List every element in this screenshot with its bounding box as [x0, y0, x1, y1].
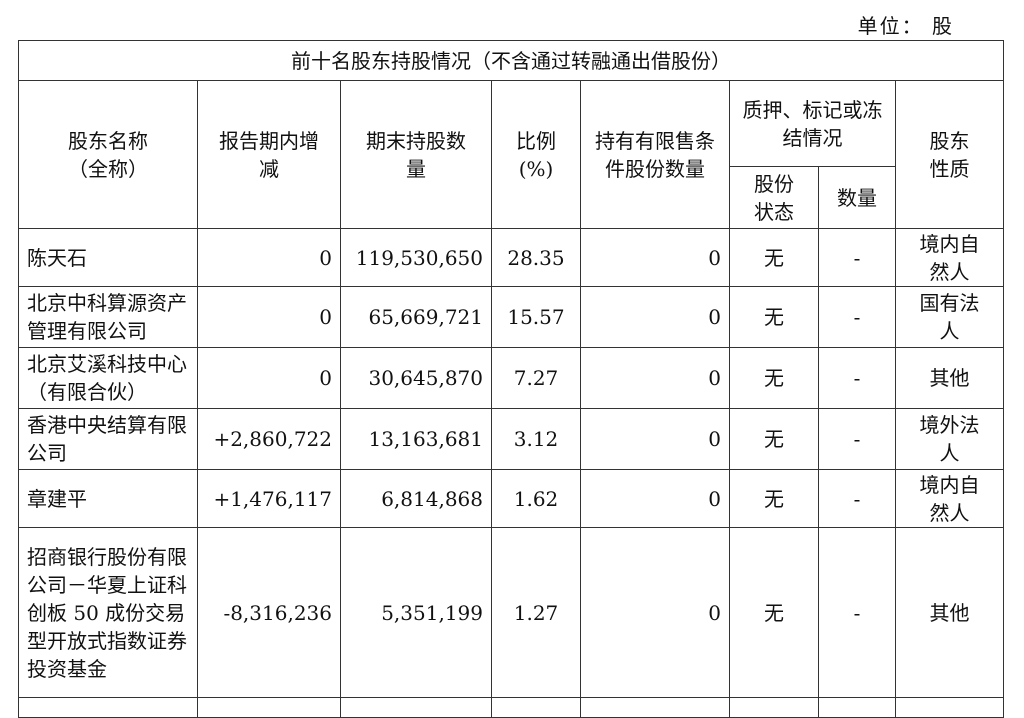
header-name: 股东名称（全称）	[18, 80, 198, 229]
header-pledge: 质押、标记或冻结情况	[729, 80, 896, 167]
cell-restricted: 0	[580, 469, 730, 528]
cell-restricted: 0	[580, 347, 730, 409]
cell-name: 北京中科算源资产管理有限公司	[18, 286, 198, 348]
cell-pledge-qty: -	[818, 286, 896, 348]
cell-pledge-status: 无	[729, 286, 819, 348]
cell-pledge-status: 无	[729, 408, 819, 470]
cell-change: +2,860,722	[197, 408, 341, 470]
header-pledge-status: 股份状态	[729, 166, 819, 229]
cell-restricted: 0	[580, 527, 730, 698]
cell-nature: 境外法人	[895, 408, 1004, 470]
cell-name: 招商银行股份有限公司－华夏上证科创板 50 成份交易型开放式指数证券投资基金	[18, 527, 198, 698]
shareholders-table: 前十名股东持股情况（不含通过转融通出借股份） 股东名称（全称） 报告期内增减 期…	[18, 40, 1004, 718]
cell-pledge-status: 无	[729, 527, 819, 698]
cell-pledge-status: 无	[729, 228, 819, 287]
cell-ratio: 28.35	[491, 228, 581, 287]
cell-pledge-qty: -	[818, 408, 896, 470]
cell-ratio: 7.27	[491, 347, 581, 409]
cell-restricted: 0	[580, 286, 730, 348]
cell-ratio: 15.57	[491, 286, 581, 348]
cell-change: +1,476,117	[197, 469, 341, 528]
cell-shares: 119,530,650	[340, 228, 492, 287]
cell-name: 香港中央结算有限公司	[18, 408, 198, 470]
cell-shares: 5,351,199	[340, 527, 492, 698]
header-pledge-qty: 数量	[818, 166, 896, 229]
cell-shares: 30,645,870	[340, 347, 492, 409]
cell-ratio: 1.27	[491, 527, 581, 698]
cell-name: 陈天石	[18, 228, 198, 287]
table-row: 陈天石 0 119,530,650 28.35 0 无 - 境内自然人	[18, 228, 1004, 287]
cell-name: 北京艾溪科技中心（有限合伙）	[18, 347, 198, 409]
cell-shares: 65,669,721	[340, 286, 492, 348]
header-change: 报告期内增减	[197, 80, 341, 229]
unit-label: 单位： 股	[857, 14, 954, 38]
cell-restricted: 0	[580, 408, 730, 470]
cell-shares: 13,163,681	[340, 408, 492, 470]
cell-change: 0	[197, 347, 341, 409]
cell-nature: 国有法人	[895, 286, 1004, 348]
cell-pledge-qty: -	[818, 347, 896, 409]
cell-pledge-qty: -	[818, 228, 896, 287]
cell-ratio: 3.12	[491, 408, 581, 470]
cell-change: 0	[197, 228, 341, 287]
table-row: 香港中央结算有限公司 +2,860,722 13,163,681 3.12 0 无 - 境外法…	[18, 408, 1004, 470]
cell-pledge-status: 无	[729, 469, 819, 528]
cell-shares: 6,814,868	[340, 469, 492, 528]
table-row: 招商银行股份有限公司－华夏上证科创板 50 成份交易型开放式指数证券投资基金 -8…	[18, 527, 1004, 698]
cell-nature: 其他	[895, 347, 1004, 409]
cell-pledge-status: 无	[729, 347, 819, 409]
table-row: 北京艾溪科技中心（有限合伙） 0 30,645,870 7.27 0 无 - 其他	[18, 347, 1004, 409]
cell-change: -8,316,236	[197, 527, 341, 698]
cell-nature: 境内自然人	[895, 228, 1004, 287]
cell-nature: 境内自然人	[895, 469, 1004, 528]
cell-ratio: 1.62	[491, 469, 581, 528]
table-row: 北京中科算源资产管理有限公司 0 65,669,721 15.57 0 无 - 国有法人	[18, 286, 1004, 348]
header-shares: 期末持股数量	[340, 80, 492, 229]
table-row: 章建平 +1,476,117 6,814,868 1.62 0 无 - 境内自然人	[18, 469, 1004, 528]
header-restricted: 持有有限售条件股份数量	[580, 80, 730, 229]
header-ratio: 比例(%)	[491, 80, 581, 229]
table-title: 前十名股东持股情况（不含通过转融通出借股份）	[18, 40, 1004, 81]
cell-name: 章建平	[18, 469, 198, 528]
cell-restricted: 0	[580, 228, 730, 287]
cell-pledge-qty: -	[818, 469, 896, 528]
cell-pledge-qty: -	[818, 527, 896, 698]
table-row-partial	[18, 697, 1004, 718]
header-nature: 股东性质	[895, 80, 1004, 229]
cell-change: 0	[197, 286, 341, 348]
cell-nature: 其他	[895, 527, 1004, 698]
